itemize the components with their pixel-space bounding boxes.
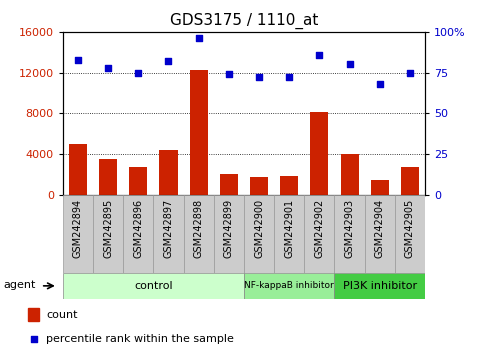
Text: GSM242895: GSM242895	[103, 199, 113, 258]
Point	[406, 70, 414, 75]
Bar	[99, 159, 117, 195]
FancyBboxPatch shape	[365, 195, 395, 273]
Text: NF-kappaB inhibitor: NF-kappaB inhibitor	[244, 281, 334, 290]
Bar	[280, 176, 298, 195]
Point	[255, 75, 263, 80]
Bar	[69, 144, 87, 195]
Text: count: count	[46, 310, 77, 320]
Bar	[371, 181, 389, 195]
Text: control: control	[134, 281, 172, 291]
FancyBboxPatch shape	[154, 195, 184, 273]
Bar	[401, 167, 419, 195]
Point	[134, 70, 142, 75]
Text: GSM242900: GSM242900	[254, 199, 264, 258]
Point	[165, 58, 172, 64]
FancyBboxPatch shape	[244, 195, 274, 273]
Bar	[311, 112, 328, 195]
Bar	[341, 154, 358, 195]
Point	[195, 35, 202, 41]
Point	[225, 72, 233, 77]
FancyBboxPatch shape	[244, 273, 334, 298]
FancyBboxPatch shape	[395, 195, 425, 273]
Title: GDS3175 / 1110_at: GDS3175 / 1110_at	[170, 13, 318, 29]
Point	[30, 336, 38, 341]
FancyBboxPatch shape	[304, 195, 334, 273]
Bar	[28, 308, 40, 321]
Text: PI3K inhibitor: PI3K inhibitor	[343, 281, 417, 291]
Text: percentile rank within the sample: percentile rank within the sample	[46, 333, 234, 344]
Point	[74, 57, 82, 62]
Point	[315, 52, 323, 57]
Text: GSM242903: GSM242903	[344, 199, 355, 258]
Text: GSM242905: GSM242905	[405, 199, 415, 258]
Bar	[159, 150, 178, 195]
FancyBboxPatch shape	[63, 273, 244, 298]
FancyBboxPatch shape	[123, 195, 154, 273]
FancyBboxPatch shape	[274, 195, 304, 273]
Text: GSM242894: GSM242894	[73, 199, 83, 258]
FancyBboxPatch shape	[184, 195, 213, 273]
Text: GSM242896: GSM242896	[133, 199, 143, 258]
Text: GSM242901: GSM242901	[284, 199, 294, 258]
Point	[104, 65, 112, 70]
FancyBboxPatch shape	[63, 195, 93, 273]
FancyBboxPatch shape	[213, 195, 244, 273]
Text: GSM242897: GSM242897	[163, 199, 173, 258]
Text: GSM242898: GSM242898	[194, 199, 204, 258]
Bar	[129, 167, 147, 195]
FancyBboxPatch shape	[93, 195, 123, 273]
FancyBboxPatch shape	[334, 273, 425, 298]
Point	[285, 75, 293, 80]
Bar	[250, 177, 268, 195]
Bar	[189, 69, 208, 195]
Text: agent: agent	[3, 280, 36, 290]
Text: GSM242902: GSM242902	[314, 199, 325, 258]
Point	[346, 62, 354, 67]
Point	[376, 81, 384, 87]
FancyBboxPatch shape	[334, 195, 365, 273]
Bar	[220, 175, 238, 195]
Text: GSM242904: GSM242904	[375, 199, 385, 258]
Text: GSM242899: GSM242899	[224, 199, 234, 258]
